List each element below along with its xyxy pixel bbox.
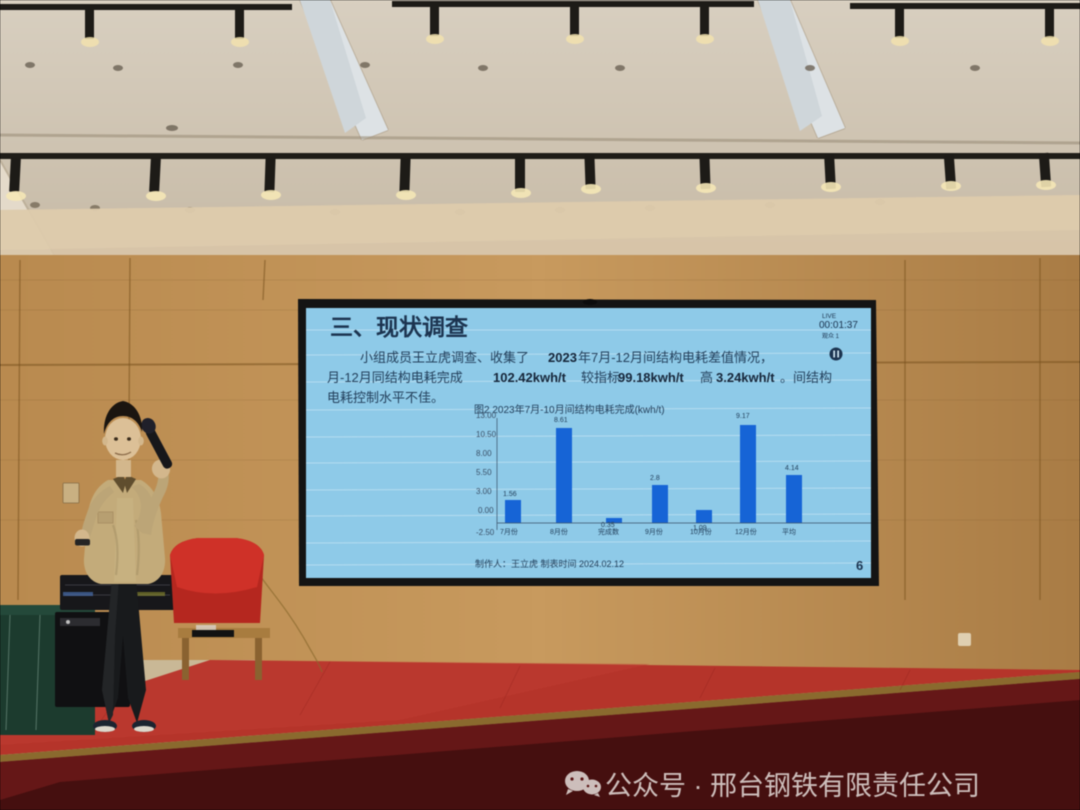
svg-text:年7月-12月间结构电耗差值情况，: 年7月-12月间结构电耗差值情况， xyxy=(578,350,773,365)
svg-text:图2 2023年7月-10月间结构电耗完成(kwh/t): 图2 2023年7月-10月间结构电耗完成(kwh/t) xyxy=(474,403,665,416)
svg-text:1.56: 1.56 xyxy=(503,491,517,498)
svg-text:3.00: 3.00 xyxy=(476,487,492,496)
svg-text:5.50: 5.50 xyxy=(476,468,492,477)
svg-text:8.00: 8.00 xyxy=(476,449,492,458)
svg-text:2023: 2023 xyxy=(548,350,577,365)
svg-text:制作人：王立虎 制表时间 2024.02.12: 制作人：王立虎 制表时间 2024.02.12 xyxy=(475,558,624,569)
svg-text:。间结构: 。间结构 xyxy=(780,370,832,385)
svg-text:0.00: 0.00 xyxy=(478,506,494,515)
svg-text:6: 6 xyxy=(856,558,863,573)
svg-text:00:01:37: 00:01:37 xyxy=(819,320,858,331)
svg-text:高: 高 xyxy=(700,370,713,385)
svg-text:三、现状调查: 三、现状调查 xyxy=(330,314,468,340)
svg-text:小组成员王立虎调查、收集了: 小组成员王立虎调查、收集了 xyxy=(360,350,529,365)
svg-text:电耗控制水平不佳。: 电耗控制水平不佳。 xyxy=(327,390,444,405)
svg-text:102.42kwh/t: 102.42kwh/t xyxy=(493,370,567,385)
svg-text:9月份: 9月份 xyxy=(645,527,663,536)
svg-text:-2.50: -2.50 xyxy=(476,528,495,537)
svg-text:99.18kwh/t: 99.18kwh/t xyxy=(618,370,684,385)
svg-text:较指标: 较指标 xyxy=(581,370,620,385)
svg-text:月-12月同结构电耗完成: 月-12月同结构电耗完成 xyxy=(327,370,463,385)
svg-text:8.61: 8.61 xyxy=(554,417,568,424)
svg-text:9.17: 9.17 xyxy=(736,413,750,420)
svg-text:12月份: 12月份 xyxy=(735,527,757,536)
svg-text:10月份: 10月份 xyxy=(690,527,712,536)
svg-text:13.00: 13.00 xyxy=(476,411,497,420)
svg-text:完成数: 完成数 xyxy=(598,527,619,536)
svg-text:3.24kwh/t: 3.24kwh/t xyxy=(716,370,775,385)
svg-text:8月份: 8月份 xyxy=(550,527,568,536)
svg-text:LIVE: LIVE xyxy=(822,313,837,320)
svg-text:4.14: 4.14 xyxy=(785,465,799,472)
svg-text:10.50: 10.50 xyxy=(476,430,497,439)
svg-text:2.8: 2.8 xyxy=(650,475,660,482)
svg-text:观众 1: 观众 1 xyxy=(822,333,840,340)
svg-text:平均: 平均 xyxy=(782,527,796,536)
svg-text:7月份: 7月份 xyxy=(500,527,518,536)
svg-text:公众号 · 邢台钢铁有限责任公司: 公众号 · 邢台钢铁有限责任公司 xyxy=(605,771,980,801)
